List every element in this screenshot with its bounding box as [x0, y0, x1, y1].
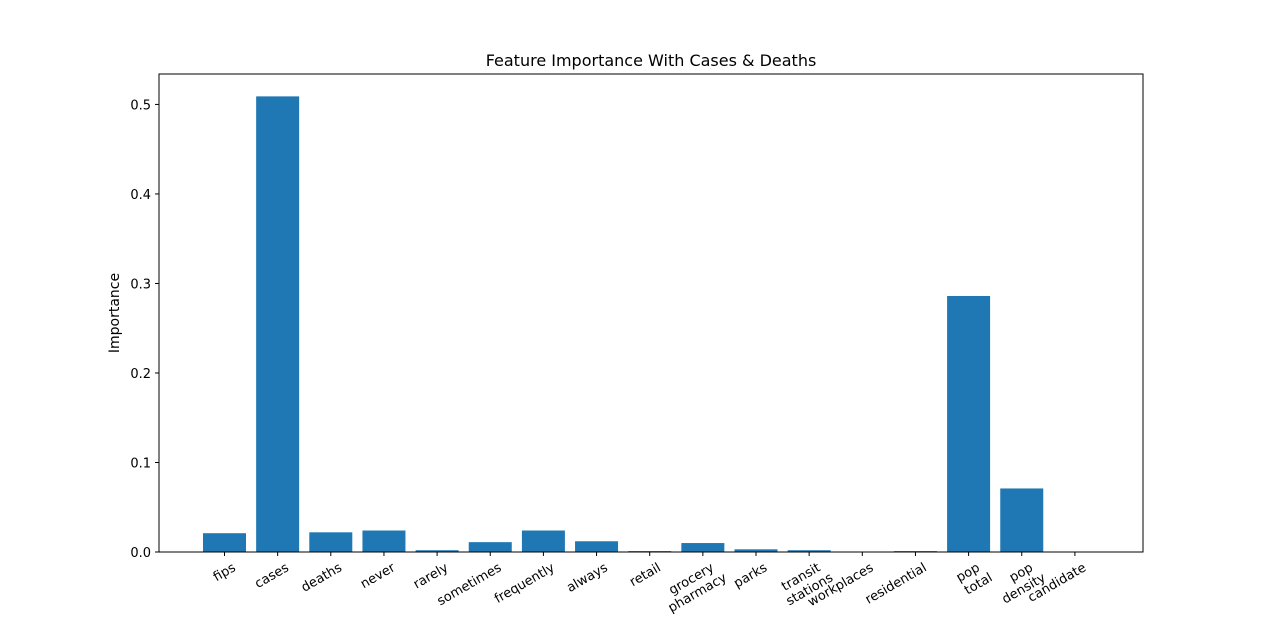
y-tick-label: 0.2: [130, 367, 151, 382]
bar-cases: [256, 96, 300, 552]
bar-frequently: [521, 530, 565, 552]
y-tick-label: 0.5: [130, 98, 151, 113]
bar-never: [362, 530, 406, 552]
chart-title: Feature Importance With Cases & Deaths: [486, 51, 817, 70]
bar-deaths: [309, 532, 353, 552]
y-tick-label: 0.0: [130, 546, 151, 561]
bar-transit-stations: [787, 550, 831, 552]
bar-sometimes: [468, 542, 512, 552]
bar-rarely: [415, 550, 459, 552]
bar-pop-density: [1000, 488, 1044, 552]
bar-grocery-pharmacy: [681, 543, 725, 552]
bar-parks: [734, 549, 778, 552]
y-tick-label: 0.4: [130, 188, 151, 203]
y-tick-label: 0.3: [130, 277, 151, 292]
y-axis-label: Importance: [107, 273, 123, 353]
bar-always: [575, 541, 619, 552]
plot-area-frame: [158, 73, 1144, 553]
bar-pop-total: [947, 295, 991, 552]
y-axis: 0.0 0.1 0.2 0.3 0.4 0.5: [130, 98, 159, 561]
bars-layer: [203, 96, 1044, 552]
bar-fips: [203, 533, 246, 552]
y-tick-label: 0.1: [130, 456, 151, 471]
